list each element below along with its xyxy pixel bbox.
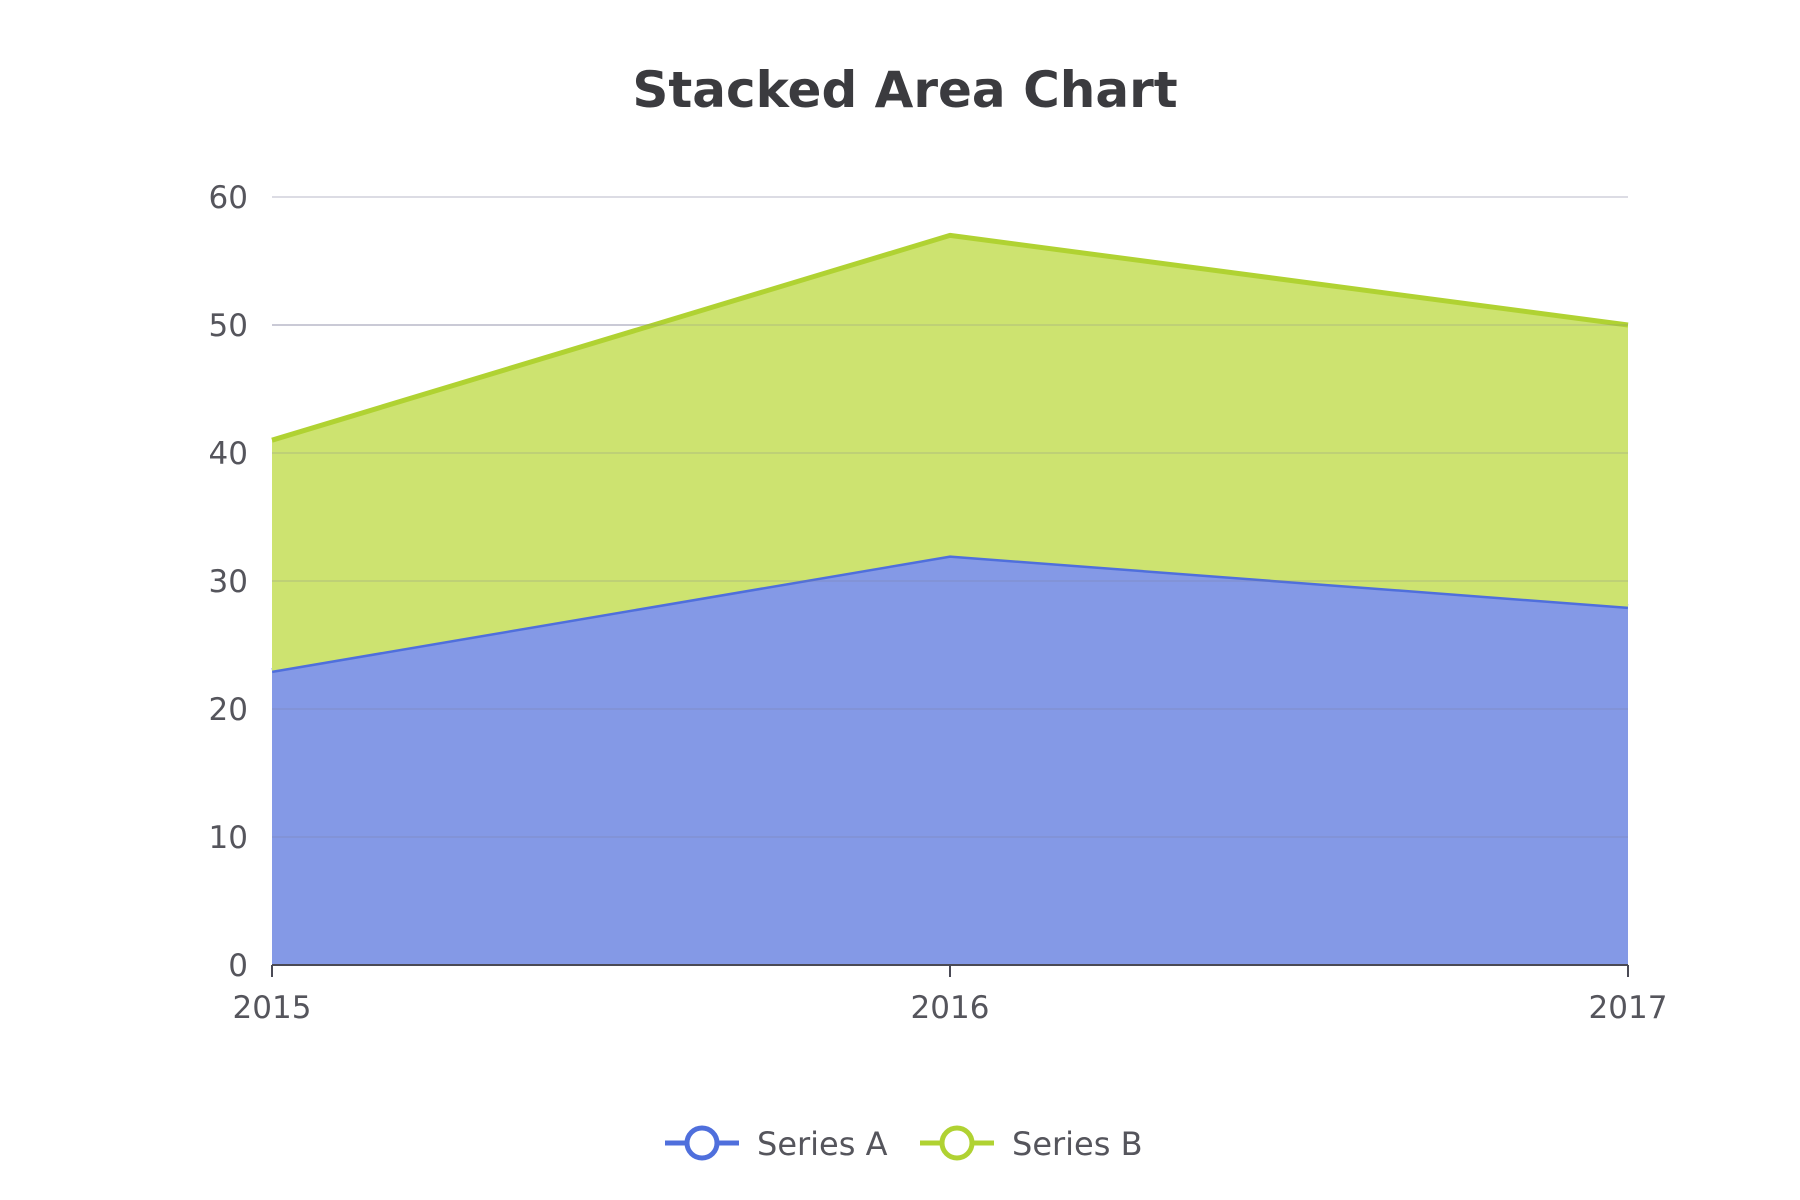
area-series bbox=[271, 232, 1629, 965]
series-line-2 bbox=[271, 232, 1629, 443]
x-tick-label: 2016 bbox=[911, 990, 990, 1026]
chart-title: Stacked Area Chart bbox=[632, 61, 1177, 119]
y-tick-label: 60 bbox=[209, 180, 248, 216]
axes: 0 10 20 30 40 50 60 2015 2016 2017 bbox=[209, 180, 1668, 1026]
x-tick-label: 2015 bbox=[233, 990, 312, 1026]
y-tick-label: 30 bbox=[209, 564, 248, 600]
series-area-1 bbox=[272, 555, 1628, 965]
y-tick-label: 40 bbox=[209, 436, 248, 472]
y-tick-label: 50 bbox=[209, 308, 248, 344]
legend: Series A Series B bbox=[665, 1125, 1143, 1163]
y-tick-label: 10 bbox=[209, 820, 248, 856]
y-tick-label: 20 bbox=[209, 692, 248, 728]
legend-label-series-1: Series A bbox=[757, 1125, 888, 1163]
y-tick-label: 0 bbox=[228, 948, 248, 984]
legend-marker-icon bbox=[684, 1125, 720, 1161]
series-area-2 bbox=[272, 235, 1628, 671]
legend-label-series-2: Series B bbox=[1012, 1125, 1143, 1163]
x-tick-label: 2017 bbox=[1589, 990, 1668, 1026]
legend-marker-icon bbox=[939, 1125, 975, 1161]
